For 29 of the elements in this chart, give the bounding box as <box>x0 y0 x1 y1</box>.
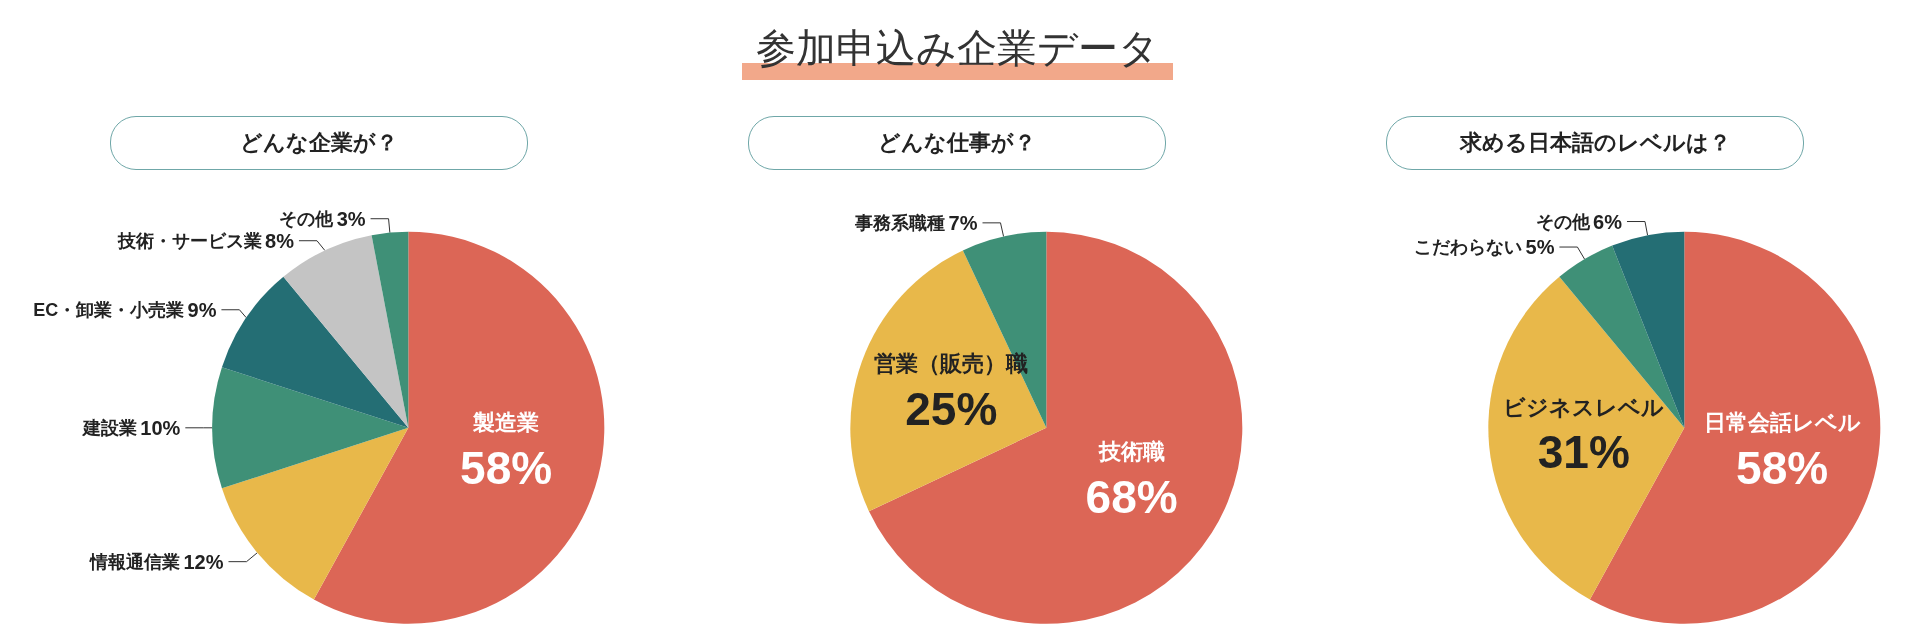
slice-label: EC・卸業・小売業 <box>33 299 185 320</box>
data-label: 3% <box>336 207 366 230</box>
data-label: 58% <box>1736 441 1829 494</box>
data-label: 31% <box>1537 426 1630 479</box>
slice-label: 建設業 <box>80 417 137 438</box>
data-label: 10% <box>140 416 181 439</box>
slice-label: 情報通信業 <box>89 551 181 572</box>
slice-label: その他 <box>279 208 335 229</box>
slice-label: 事務系職種 <box>854 212 946 233</box>
data-label: 6% <box>1593 210 1623 233</box>
data-label: 8% <box>265 229 295 252</box>
chart-subtitle: どんな仕事が？ <box>748 116 1166 170</box>
slice-label: ビジネスレベル <box>1503 394 1665 420</box>
slice-label: こだわらない <box>1414 237 1523 258</box>
slice-label: 日常会話レベル <box>1703 410 1861 436</box>
data-label: 68% <box>1085 470 1178 523</box>
data-label: 7% <box>948 211 978 234</box>
data-label: 5% <box>1525 236 1555 259</box>
slice-label: 技術・サービス業 <box>116 230 262 251</box>
data-label: 12% <box>183 550 224 573</box>
chart-subtitle: 求める日本語のレベルは？ <box>1386 116 1804 170</box>
slice-label: 製造業 <box>472 410 540 436</box>
slice-label: 技術職 <box>1097 439 1165 465</box>
data-label: 9% <box>187 298 217 321</box>
chart-subtitle: どんな企業が？ <box>110 116 528 170</box>
data-label: 25% <box>905 382 998 435</box>
slice-label: その他 <box>1535 211 1591 232</box>
data-label: 58% <box>460 441 553 494</box>
chart-title: 参加申込み企業データ <box>741 21 1173 80</box>
